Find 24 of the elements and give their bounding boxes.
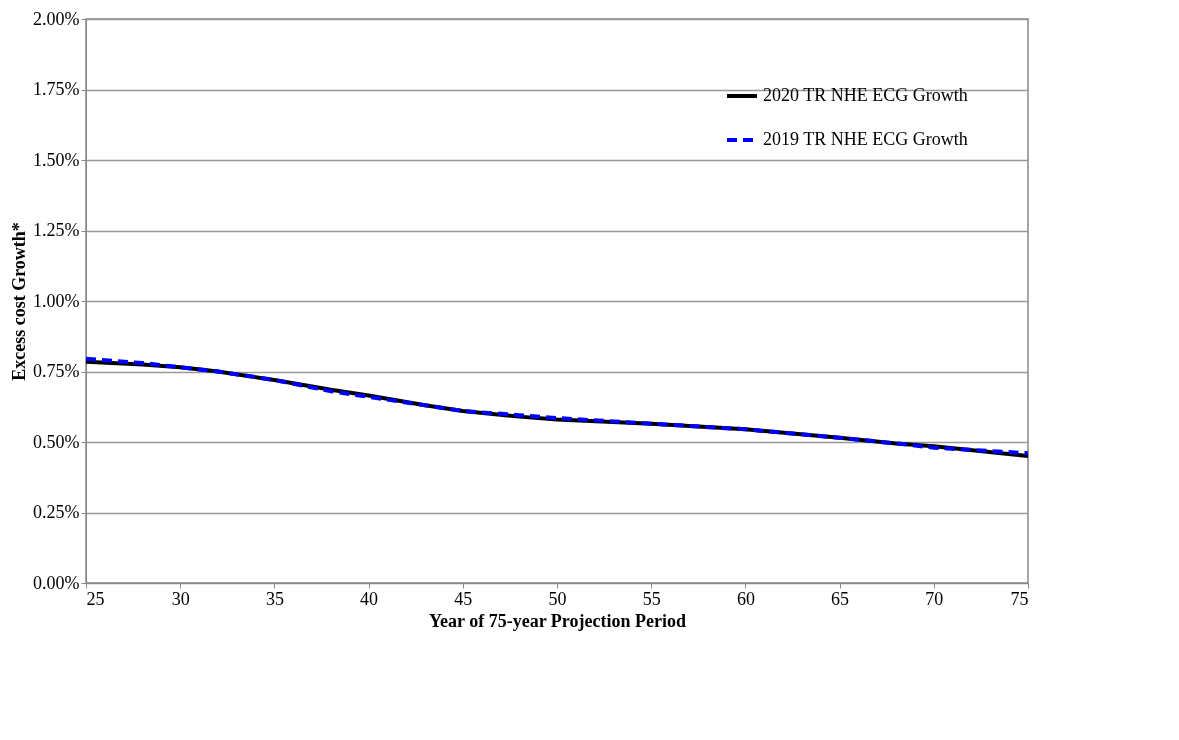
y-tick-label: 1.00% bbox=[33, 290, 80, 311]
y-axis-title: Excess cost Growth* bbox=[9, 222, 30, 381]
y-tick-label: 1.25% bbox=[33, 220, 80, 240]
x-tick-label: 25 bbox=[86, 588, 105, 609]
y-tick-label: 2.00% bbox=[33, 8, 80, 29]
y-tick-label: 0.50% bbox=[33, 431, 80, 452]
x-tick-label: 35 bbox=[265, 588, 284, 609]
x-tick-label: 60 bbox=[736, 588, 755, 609]
y-tick-label: 0.00% bbox=[33, 572, 80, 593]
y-tick-label: 0.75% bbox=[33, 361, 80, 381]
y-tick-label: 0.25% bbox=[33, 502, 80, 522]
legend-label: 2020 TR NHE ECG Growth bbox=[763, 85, 968, 105]
x-tick-label: 45 bbox=[454, 588, 473, 609]
x-tick-label: 55 bbox=[642, 588, 661, 609]
y-tick-label: 1.75% bbox=[33, 79, 80, 99]
legend-label: 2019 TR NHE ECG Growth bbox=[763, 129, 968, 149]
x-tick-label: 70 bbox=[925, 588, 944, 609]
x-tick-label: 75 bbox=[1010, 588, 1029, 609]
x-tick-label: 50 bbox=[548, 588, 567, 609]
x-tick-label: 40 bbox=[360, 588, 379, 609]
x-tick-label: 65 bbox=[831, 588, 850, 609]
x-axis-title: Year of 75-year Projection Period bbox=[429, 610, 686, 631]
y-tick-label: 1.50% bbox=[33, 149, 80, 170]
x-tick-label: 30 bbox=[171, 588, 190, 609]
